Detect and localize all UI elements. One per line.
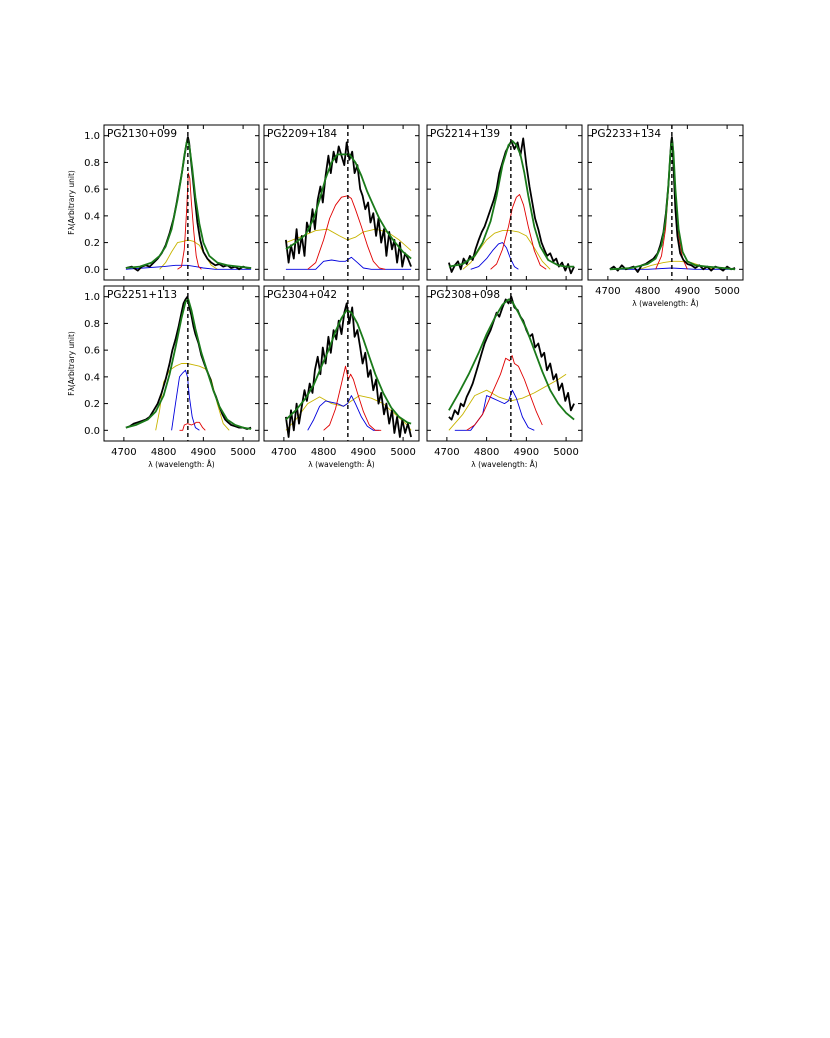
blue-series-line xyxy=(125,264,252,270)
observed-series-line xyxy=(125,295,252,430)
panel-title: PG2233+134 xyxy=(591,128,661,140)
red-series-line xyxy=(177,172,202,270)
x-axis-label: λ (wavelength: Å) xyxy=(148,460,214,469)
y-tick-label: 0.2 xyxy=(84,238,100,249)
panel-pg2214+139: PG2214+139 xyxy=(426,124,583,281)
axes-frame xyxy=(103,285,260,442)
panel-title: PG2251+113 xyxy=(107,289,177,301)
y-axis-label: Fλ(Arbitrary unit) xyxy=(67,331,76,396)
x-tick-label: 4800 xyxy=(311,447,336,458)
axes-frame xyxy=(263,285,420,442)
panel-pg2130+099: 0.0 0.2 0.4 0.6 0.8 1.0 Fλ(Arbitrary unit) PG21… xyxy=(67,124,260,281)
axes-frame xyxy=(587,124,744,281)
fit-series-line xyxy=(125,298,252,430)
observed-series-line xyxy=(285,302,412,438)
panel-pg2304+042: 4700 4800 4900 5000 λ (wavelength: Å) PG2304+… xyxy=(263,285,420,469)
axes-frame xyxy=(426,285,583,442)
fit-series-line xyxy=(448,140,575,268)
y-tick-label: 0.8 xyxy=(84,319,100,330)
axes-frame xyxy=(103,124,260,281)
red-series-line xyxy=(307,195,386,270)
x-tick-label: 5000 xyxy=(390,447,415,458)
x-tick-label: 4800 xyxy=(474,447,499,458)
panel-pg2308+098: 4700 4800 4900 5000 λ (wavelength: Å) PG2308+… xyxy=(426,285,583,469)
panel-title: PG2214+139 xyxy=(430,128,500,140)
x-axis-label: λ (wavelength: Å) xyxy=(632,299,698,308)
panel-title: PG2130+099 xyxy=(107,128,177,140)
panel-title: PG2308+098 xyxy=(430,289,500,301)
yellow-series-line xyxy=(285,395,412,431)
panel-pg2251+113: 4700 4800 4900 5000 λ (wavelength: Å) 0.0 0.2 0… xyxy=(67,285,260,469)
panel-pg2233+134: 4700 4800 4900 5000 λ (wavelength: Å) PG2233+… xyxy=(587,124,744,308)
x-axis-label: λ (wavelength: Å) xyxy=(308,460,374,469)
y-tick-label: 1.0 xyxy=(84,292,100,303)
yellow-series-line xyxy=(448,373,567,431)
y-tick-label: 0.6 xyxy=(84,346,100,357)
red-series-line xyxy=(466,355,543,431)
x-tick-label: 4700 xyxy=(595,286,620,297)
x-tick-label: 4900 xyxy=(351,447,376,458)
y-tick-label: 0.8 xyxy=(84,158,100,169)
observed-series-line xyxy=(609,136,736,273)
fit-series-line xyxy=(285,153,412,260)
x-tick-label: 5000 xyxy=(553,447,578,458)
blue-series-line xyxy=(171,369,200,431)
blue-series-line xyxy=(470,242,519,270)
series-group xyxy=(285,302,412,438)
blue-series-line xyxy=(285,256,412,270)
y-axis-label: Fλ(Arbitrary unit) xyxy=(67,170,76,235)
series-group xyxy=(125,295,252,431)
red-series-line xyxy=(490,194,547,270)
y-tick-label: 0.4 xyxy=(84,211,100,222)
x-tick-label: 4700 xyxy=(271,447,296,458)
fit-series-line xyxy=(448,298,575,421)
y-tick-label: 1.0 xyxy=(84,131,100,142)
y-tick-label: 0.6 xyxy=(84,185,100,196)
x-tick-label: 4900 xyxy=(514,447,539,458)
x-tick-label: 4900 xyxy=(675,286,700,297)
red-series-line xyxy=(179,421,206,431)
axes-frame xyxy=(426,124,583,281)
x-tick-label: 4700 xyxy=(111,447,136,458)
series-group xyxy=(285,141,412,270)
y-tick-label: 0.4 xyxy=(84,372,100,383)
y-tick-label: 0.0 xyxy=(84,426,100,437)
fit-series-line xyxy=(609,138,736,271)
x-tick-label: 5000 xyxy=(714,286,739,297)
y-tick-label: 0.2 xyxy=(84,399,100,410)
x-tick-label: 4700 xyxy=(434,447,459,458)
x-tick-label: 4800 xyxy=(151,447,176,458)
fit-series-line xyxy=(285,309,412,425)
axes-frame xyxy=(263,124,420,281)
red-series-line xyxy=(323,365,382,431)
panel-pg2209+184: PG2209+184 xyxy=(263,124,420,281)
panel-title: PG2304+042 xyxy=(267,289,337,301)
y-tick-label: 0.0 xyxy=(84,265,100,276)
x-tick-label: 5000 xyxy=(230,447,255,458)
panel-title: PG2209+184 xyxy=(267,128,337,140)
blue-series-line xyxy=(307,395,380,431)
x-tick-label: 4900 xyxy=(191,447,216,458)
x-axis-label: λ (wavelength: Å) xyxy=(471,460,537,469)
x-tick-label: 4800 xyxy=(635,286,660,297)
